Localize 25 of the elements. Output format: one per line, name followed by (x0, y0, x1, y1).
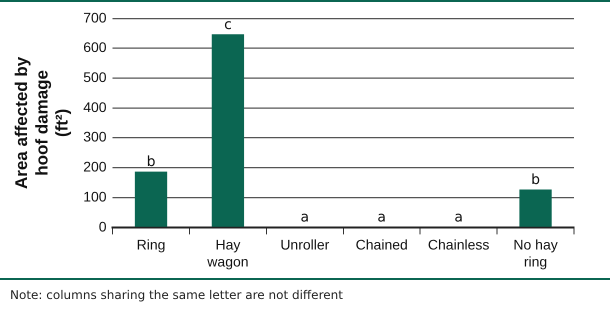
y-tick-label: 0 (98, 218, 107, 234)
x-tick-label: Unroller (280, 236, 330, 253)
data-label: c (224, 16, 232, 33)
data-label: a (300, 209, 310, 226)
y-axis-title: Area affected by hoof damage (ft²) (12, 56, 72, 190)
x-tick-label: Chainless (428, 236, 490, 253)
y-tick-label: 700 (83, 9, 107, 26)
y-tick-label: 600 (83, 39, 107, 56)
y-tick-label: 100 (83, 188, 107, 204)
x-tick-label: Chained (356, 236, 408, 253)
bar (134, 172, 168, 227)
y-tick-label: 400 (83, 98, 107, 115)
x-tick-label: No hay ring (513, 236, 558, 270)
bar (212, 34, 244, 227)
bar (519, 189, 552, 227)
x-tick-label: Ring (136, 236, 166, 253)
data-label: b (531, 172, 540, 188)
y-tick-label: 200 (83, 158, 107, 175)
text: Note: columns sharing the same letter are not different (10, 288, 343, 302)
data-label: a (454, 209, 463, 226)
data-label: b (146, 154, 156, 170)
data-label: a (377, 209, 386, 226)
y-tick-label: 300 (83, 128, 107, 145)
x-tick-label: Hay wagon (206, 236, 249, 270)
y-tick-label: 500 (83, 68, 107, 85)
